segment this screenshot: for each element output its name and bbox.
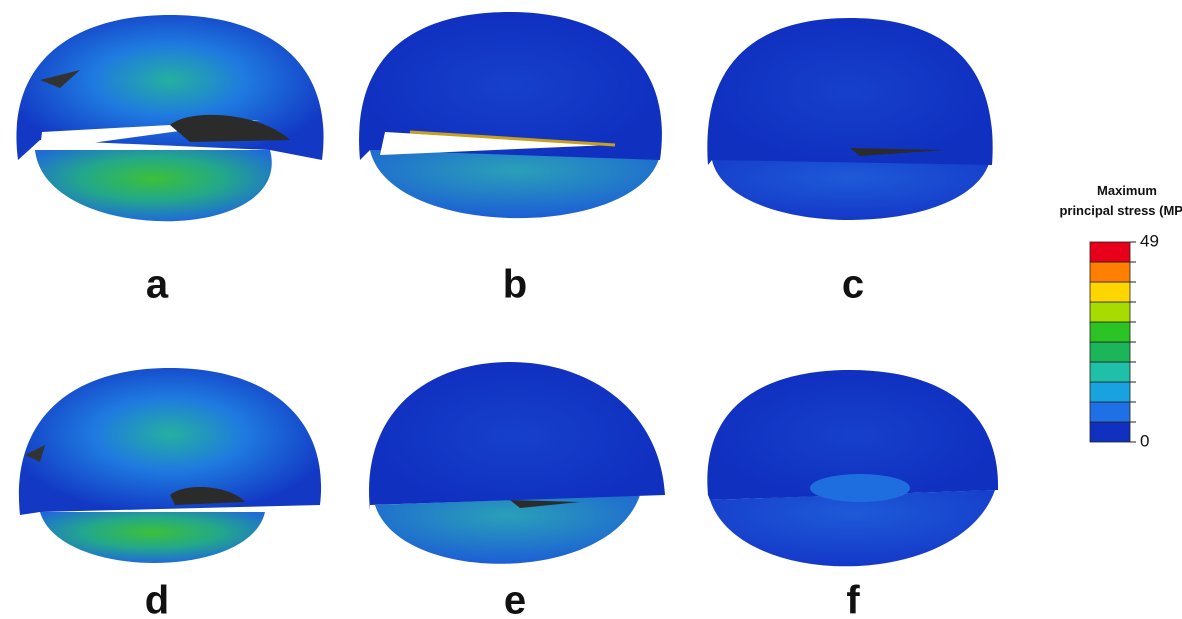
panel-label: c	[842, 263, 864, 307]
colorbar-title: Maximum	[1097, 183, 1157, 198]
panel-a-shape	[16, 15, 323, 221]
colorbar-band	[1090, 422, 1130, 442]
panel-label: b	[503, 263, 527, 307]
colorbar-band	[1090, 302, 1130, 322]
colorbar-band	[1090, 342, 1130, 362]
panel-label: f	[846, 579, 860, 619]
panel-label: e	[504, 579, 526, 619]
colorbar-band	[1090, 382, 1130, 402]
colorbar-band	[1090, 262, 1130, 282]
colorbar: 49 0	[1090, 231, 1159, 450]
panel-f-shape	[707, 370, 998, 566]
panel-label: a	[146, 263, 169, 307]
panel-b-shape	[359, 12, 662, 218]
colorbar-band	[1090, 322, 1130, 342]
panel-d-shape	[19, 368, 321, 563]
colorbar-band	[1090, 402, 1130, 422]
colorbar-tick-label: 49	[1140, 231, 1159, 250]
colorbar-tick-label: 0	[1140, 431, 1149, 450]
panel-c-shape	[707, 18, 992, 220]
colorbar-band	[1090, 282, 1130, 302]
figure: a b c d e f Maximum principal stress (MP…	[0, 0, 1182, 619]
colorbar-band	[1090, 242, 1130, 262]
colorbar-band	[1090, 362, 1130, 382]
panel-e-shape	[369, 362, 665, 564]
panel-label: d	[145, 579, 169, 619]
colorbar-title: principal stress (MPa)	[1059, 203, 1182, 218]
